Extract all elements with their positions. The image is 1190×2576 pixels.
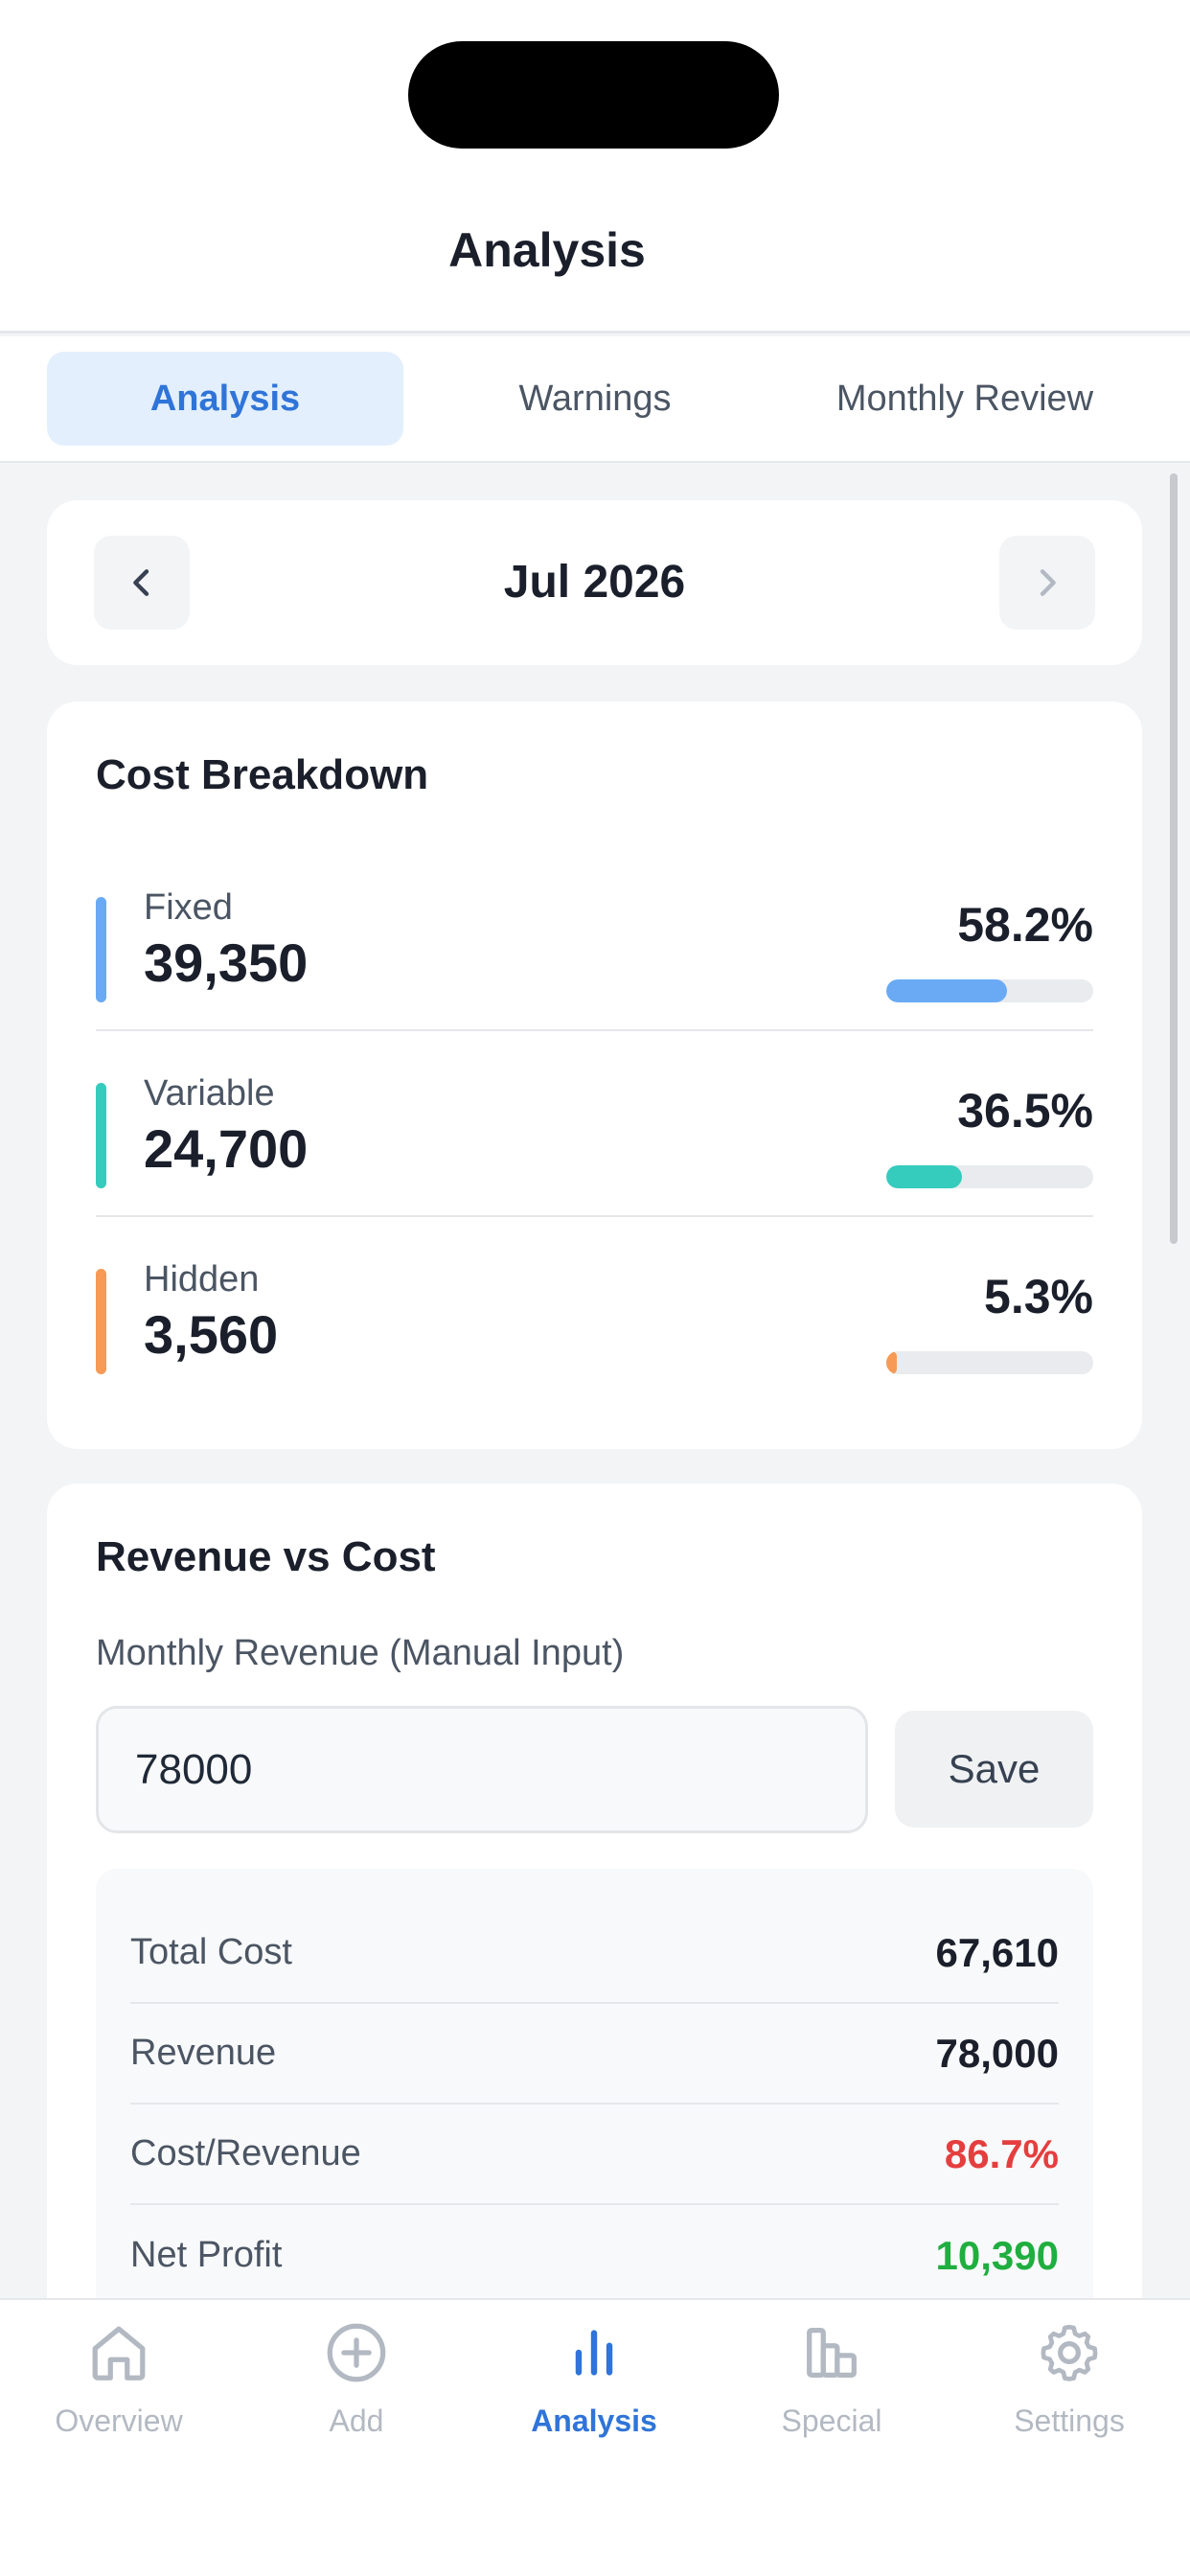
- summary-label: Total Cost: [130, 1932, 292, 1972]
- cost-item-fixed: Fixed 39,350 58.2%: [96, 872, 1093, 1058]
- next-month-button[interactable]: [999, 536, 1095, 630]
- plus-circle-icon: [327, 2323, 386, 2382]
- cost-item-percent: 5.3%: [984, 1270, 1093, 1323]
- tab-bar: Analysis Warnings Monthly Review: [0, 336, 1190, 463]
- cost-item-amount: 3,560: [144, 1304, 279, 1365]
- bar-chart-icon: [575, 2330, 613, 2376]
- cost-item-percent: 36.5%: [957, 1084, 1093, 1138]
- divider: [96, 1215, 1093, 1217]
- cost-item-amount: 39,350: [144, 932, 309, 993]
- summary-row-revenue: Revenue 78,000: [130, 2004, 1059, 2104]
- cost-breakdown-title: Cost Breakdown: [96, 751, 429, 798]
- revenue-vs-cost-card: Revenue vs Cost Monthly Revenue (Manual …: [47, 1484, 1142, 2346]
- category-color-bar: [96, 1083, 106, 1188]
- progress-track: [886, 1165, 1093, 1188]
- revenue-vs-cost-title: Revenue vs Cost: [96, 1533, 436, 1580]
- month-selector: Jul 2026: [47, 500, 1142, 665]
- progress-fill: [886, 979, 1007, 1002]
- summary-value: 10,390: [935, 2232, 1059, 2278]
- scrollbar[interactable]: [1170, 473, 1178, 1244]
- page-title: Analysis: [448, 223, 646, 277]
- nav-special[interactable]: Special: [713, 2319, 950, 2482]
- progress-track: [886, 979, 1093, 1002]
- summary-label: Cost/Revenue: [130, 2133, 361, 2174]
- nav-label: Special: [781, 2404, 882, 2438]
- cost-item-variable: Variable 24,700 36.5%: [96, 1058, 1093, 1244]
- nav-label: Overview: [55, 2404, 183, 2438]
- bottom-nav: Overview Add Analysis Special Settings: [0, 2298, 1190, 2576]
- cost-item-name: Hidden: [144, 1259, 260, 1300]
- summary-row-total-cost: Total Cost 67,610: [130, 1903, 1059, 2004]
- cost-item-hidden: Hidden 3,560 5.3%: [96, 1244, 1093, 1430]
- nav-analysis[interactable]: Analysis: [475, 2319, 713, 2482]
- tab-monthly-review[interactable]: Monthly Review: [835, 378, 1094, 419]
- nav-add[interactable]: Add: [238, 2319, 475, 2482]
- nav-label: Settings: [1014, 2404, 1125, 2438]
- revenue-input[interactable]: [96, 1706, 868, 1833]
- top-bar: Analysis: [0, 0, 1190, 334]
- cost-item-name: Variable: [144, 1073, 275, 1114]
- summary-row-cost-revenue: Cost/Revenue 86.7%: [130, 2104, 1059, 2205]
- cost-item-percent: 58.2%: [957, 898, 1093, 952]
- save-button[interactable]: Save: [895, 1711, 1093, 1828]
- gear-icon: [1041, 2324, 1098, 2381]
- cost-breakdown-card: Cost Breakdown Fixed 39,350 58.2% Variab…: [47, 702, 1142, 1449]
- summary-label: Revenue: [130, 2033, 277, 2073]
- home-icon: [92, 2326, 146, 2380]
- summary-value: 86.7%: [944, 2130, 1059, 2176]
- progress-track: [886, 1351, 1093, 1374]
- divider: [96, 1029, 1093, 1031]
- nav-overview[interactable]: Overview: [0, 2319, 238, 2482]
- cost-item-amount: 24,700: [144, 1118, 309, 1179]
- category-color-bar: [96, 1269, 106, 1374]
- chevron-right-icon: [1040, 569, 1056, 596]
- nav-settings[interactable]: Settings: [950, 2319, 1188, 2482]
- month-label: Jul 2026: [503, 557, 686, 608]
- chevron-left-icon: [133, 569, 149, 596]
- prev-month-button[interactable]: [94, 536, 190, 630]
- summary-value: 78,000: [935, 2030, 1059, 2076]
- summary-table: Total Cost 67,610 Revenue 78,000 Cost/Re…: [96, 1869, 1093, 2346]
- nav-label: Add: [329, 2404, 384, 2438]
- summary-label: Net Profit: [130, 2235, 283, 2275]
- summary-row-net-profit: Net Profit 10,390: [130, 2205, 1059, 2306]
- tab-analysis[interactable]: Analysis: [47, 352, 403, 446]
- revenue-input-label: Monthly Revenue (Manual Input): [96, 1633, 625, 1673]
- tab-warnings[interactable]: Warnings: [518, 378, 672, 419]
- nav-label: Analysis: [531, 2404, 657, 2438]
- building-icon: [807, 2328, 857, 2378]
- progress-fill: [886, 1351, 898, 1374]
- dynamic-island: [408, 41, 779, 149]
- summary-value: 67,610: [935, 1929, 1059, 1975]
- category-color-bar: [96, 897, 106, 1002]
- cost-item-name: Fixed: [144, 887, 233, 928]
- progress-fill: [886, 1165, 962, 1188]
